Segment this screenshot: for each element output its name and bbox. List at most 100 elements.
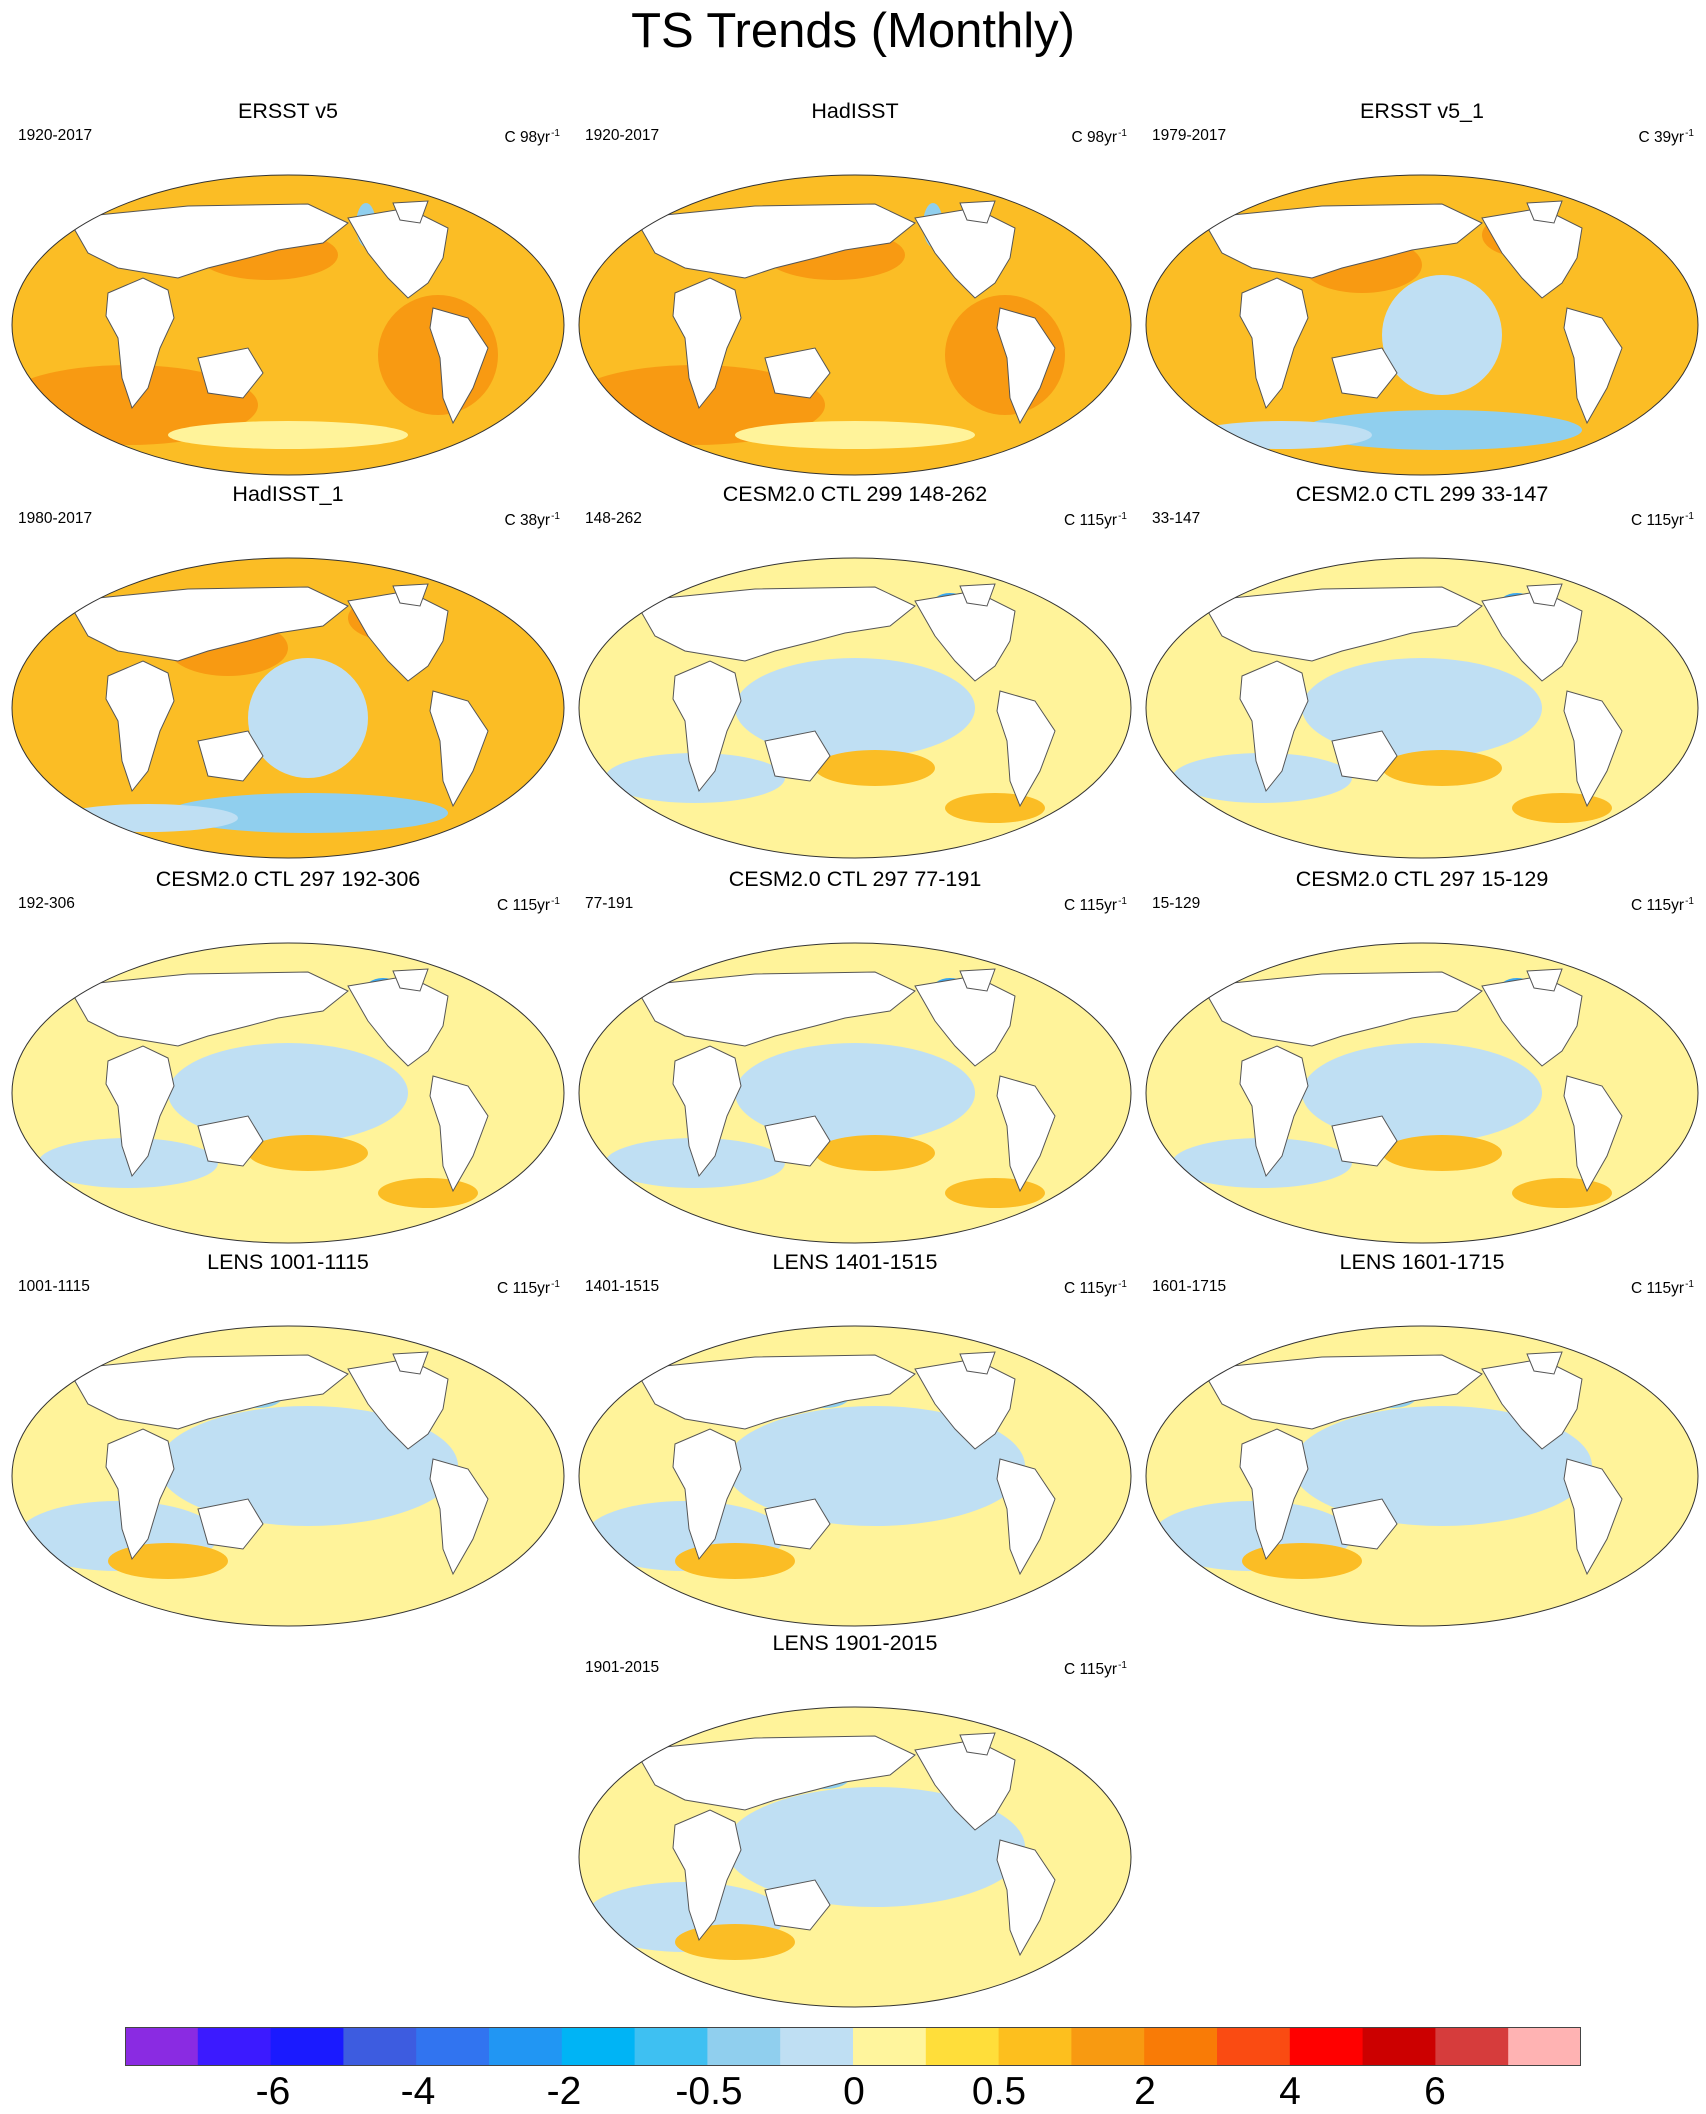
trend-anomaly <box>725 1406 1025 1526</box>
panel-units: C 115yr-1 <box>1630 511 1694 529</box>
colorbar-swatch <box>998 2027 1072 2066</box>
world-map <box>578 174 1132 476</box>
land-eurasia <box>634 586 916 662</box>
trend-anomaly <box>1382 275 1502 395</box>
land-greenland <box>1526 968 1563 992</box>
land-greenland <box>959 1351 996 1375</box>
land-samerica <box>429 307 489 425</box>
colorbar-swatch <box>853 2027 927 2066</box>
trend-anomaly <box>168 421 408 449</box>
trend-anomaly <box>168 793 448 833</box>
land-samerica <box>996 1458 1056 1576</box>
trend-anomaly <box>1302 658 1542 758</box>
trend-anomaly <box>945 793 1045 823</box>
colorbar <box>125 2027 1581 2066</box>
colorbar-swatch <box>125 2027 199 2066</box>
trend-anomaly <box>1302 1043 1542 1143</box>
map-outline <box>1145 942 1699 1244</box>
world-map <box>11 557 565 859</box>
world-map <box>11 1325 565 1627</box>
trend-anomaly <box>1382 1135 1502 1171</box>
land-eurasia <box>67 586 349 662</box>
colorbar-swatch <box>197 2027 272 2066</box>
trend-anomaly <box>675 1543 795 1579</box>
world-map <box>578 1325 1132 1627</box>
land-australia <box>197 347 264 399</box>
colorbar-swatch <box>343 2027 417 2066</box>
land-greenland <box>1526 200 1563 224</box>
map-outline <box>11 1325 565 1627</box>
land-australia <box>764 1879 831 1931</box>
land-australia <box>764 1498 831 1550</box>
colorbar-tick-label: 6 <box>1424 2070 1446 2113</box>
trend-anomaly <box>735 1043 975 1143</box>
trend-anomaly <box>1512 1178 1612 1208</box>
world-map <box>1145 1325 1699 1627</box>
land-eurasia <box>67 203 349 279</box>
land-australia <box>764 347 831 399</box>
panel-units: C 115yr-1 <box>496 1279 560 1297</box>
land-africa <box>105 1428 175 1561</box>
panel-period: 192-306 <box>18 895 75 912</box>
panel-units: C 115yr-1 <box>1063 1279 1127 1297</box>
map-outline <box>1145 1325 1699 1627</box>
land-eurasia <box>634 971 916 1047</box>
world-map <box>578 1706 1132 2008</box>
colorbar-swatch <box>925 2027 1000 2066</box>
panel-period: 15-129 <box>1152 895 1201 912</box>
colorbar-swatch <box>634 2027 708 2066</box>
map-outline <box>1145 174 1699 476</box>
panel-period: 1980-2017 <box>18 510 93 527</box>
land-greenland <box>959 1732 996 1756</box>
land-greenland <box>1526 583 1563 607</box>
trend-anomaly <box>675 1924 795 1960</box>
trend-anomaly <box>1292 1406 1592 1526</box>
trend-anomaly <box>378 1178 478 1208</box>
panel-period: 77-191 <box>585 895 634 912</box>
land-eurasia <box>67 971 349 1047</box>
colorbar-swatch <box>1508 2027 1581 2066</box>
land-samerica <box>429 1458 489 1576</box>
land-australia <box>197 1498 264 1550</box>
colorbar-tick-label: -6 <box>255 2070 291 2113</box>
land-eurasia <box>67 1354 349 1430</box>
map-outline <box>578 1325 1132 1627</box>
land-greenland <box>1526 1351 1563 1375</box>
colorbar-tick-label: 2 <box>1134 2070 1156 2113</box>
panel-units: C 38yr-1 <box>504 511 560 529</box>
panel-title: LENS 1901-2015 <box>772 1631 938 1655</box>
map-outline <box>1145 557 1699 859</box>
map-panel: CESM2.0 CTL 299 148-262 148-262 C 115yr-1 <box>575 481 1135 866</box>
map-outline <box>578 557 1132 859</box>
land-australia <box>1331 347 1398 399</box>
land-africa <box>1239 660 1309 793</box>
trend-anomaly <box>735 421 975 449</box>
colorbar-swatch <box>1144 2027 1218 2066</box>
land-eurasia <box>634 1354 916 1430</box>
land-africa <box>105 1045 175 1178</box>
land-samerica <box>1563 690 1623 808</box>
land-africa <box>105 277 175 410</box>
map-panel: HadISST_1 1980-2017 C 38yr-1 <box>8 481 568 866</box>
colorbar-tick-label: -2 <box>546 2070 582 2113</box>
colorbar-swatch <box>1071 2027 1145 2066</box>
trend-anomaly <box>735 658 975 758</box>
land-eurasia <box>634 203 916 279</box>
land-samerica <box>429 1075 489 1193</box>
colorbar-tick-label: 0 <box>843 2070 865 2113</box>
figure-title: TS Trends (Monthly) <box>631 4 1075 58</box>
trend-anomaly <box>1242 1543 1362 1579</box>
land-africa <box>672 277 742 410</box>
land-eurasia <box>634 1735 916 1811</box>
land-greenland <box>392 1351 429 1375</box>
panel-units: C 115yr-1 <box>1063 1660 1127 1678</box>
land-australia <box>197 1115 264 1167</box>
panel-title: LENS 1401-1515 <box>772 1250 938 1274</box>
panel-period: 1901-2015 <box>585 1659 660 1676</box>
map-panel: CESM2.0 CTL 297 77-191 77-191 C 115yr-1 <box>575 866 1135 1251</box>
land-africa <box>1239 277 1309 410</box>
world-map <box>578 557 1132 859</box>
panel-units: C 115yr-1 <box>1630 896 1694 914</box>
land-australia <box>764 730 831 782</box>
colorbar-border <box>125 2027 1581 2066</box>
